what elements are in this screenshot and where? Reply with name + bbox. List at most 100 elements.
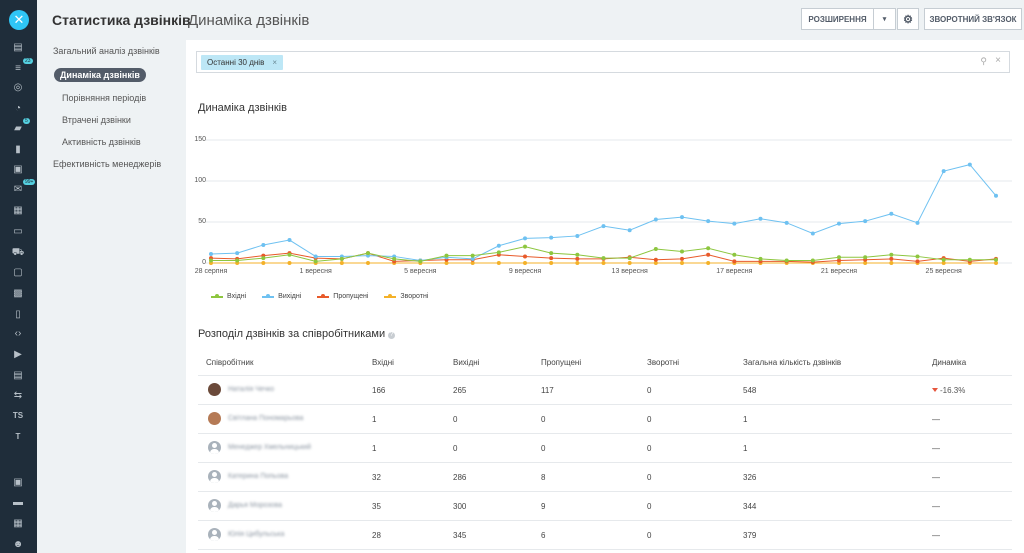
data-point[interactable] <box>470 256 475 261</box>
store-icon[interactable]: ▭ <box>13 226 23 237</box>
data-point[interactable] <box>549 251 554 256</box>
data-point[interactable] <box>706 219 711 224</box>
table-row[interactable]: Менеджер Хмельницький 1 0 0 0 1 — <box>198 434 1012 463</box>
data-point[interactable] <box>444 253 449 258</box>
data-point[interactable] <box>653 217 658 222</box>
data-point[interactable] <box>287 252 292 257</box>
data-point[interactable] <box>837 258 841 263</box>
data-point[interactable] <box>889 252 894 257</box>
data-point[interactable] <box>366 251 370 256</box>
data-point[interactable] <box>627 228 632 233</box>
avatar[interactable] <box>208 499 221 512</box>
avatar[interactable] <box>208 441 221 454</box>
data-point[interactable] <box>915 254 920 259</box>
sidebar-item-call-dynamics[interactable]: Динаміка дзвінків <box>54 68 146 82</box>
data-point[interactable] <box>523 254 527 259</box>
reports-icon[interactable]: ▮ <box>15 144 21 155</box>
th-incoming[interactable]: Вхідні <box>372 358 394 367</box>
extensions-button[interactable]: РОЗШИРЕННЯ <box>801 8 874 30</box>
ts-icon[interactable]: TS <box>11 410 25 422</box>
data-point[interactable] <box>967 257 972 262</box>
data-point[interactable] <box>575 256 580 261</box>
data-point[interactable] <box>732 252 737 257</box>
data-point[interactable] <box>549 261 554 265</box>
data-point[interactable] <box>287 261 292 265</box>
avatar[interactable] <box>208 470 221 483</box>
data-point[interactable] <box>732 259 737 264</box>
data-point[interactable] <box>653 261 658 265</box>
data-point[interactable] <box>863 255 868 260</box>
chip-close-icon[interactable]: × <box>272 58 277 67</box>
calendar-icon[interactable]: ◔ <box>14 103 22 114</box>
data-point[interactable] <box>418 259 423 264</box>
sites-icon[interactable]: ▢ <box>13 267 23 278</box>
apps-icon[interactable]: ▩ <box>13 288 23 299</box>
data-point[interactable] <box>601 224 606 229</box>
data-point[interactable] <box>470 253 475 258</box>
data-point[interactable] <box>235 251 240 256</box>
data-point[interactable] <box>994 257 998 262</box>
schedule-icon[interactable]: ▦ <box>13 518 23 529</box>
data-point[interactable] <box>627 261 632 265</box>
filter-chip[interactable]: Останні 30 днів × <box>201 55 283 70</box>
employee-name[interactable]: Менеджер Хмельницький <box>228 444 312 451</box>
data-point[interactable] <box>837 221 841 226</box>
data-point[interactable] <box>496 250 501 255</box>
avatar[interactable] <box>208 412 221 425</box>
employee-name[interactable]: Юлія Цибульська <box>228 531 285 538</box>
data-point[interactable] <box>575 261 580 265</box>
table-row[interactable]: Катерина Попьова 32 286 8 0 326 — <box>198 463 1012 492</box>
table-row[interactable]: Юлія Цибульська 28 345 6 0 379 — <box>198 521 1012 550</box>
data-point[interactable] <box>758 216 763 221</box>
data-point[interactable] <box>706 261 711 265</box>
tasks-icon[interactable]: ≡ 23 <box>15 58 33 74</box>
data-point[interactable] <box>235 258 240 263</box>
data-point[interactable] <box>941 257 946 262</box>
help-icon[interactable]: ? <box>388 332 396 339</box>
data-point[interactable] <box>261 261 266 265</box>
data-point[interactable] <box>549 256 554 261</box>
data-point[interactable] <box>523 261 527 265</box>
crm-icon[interactable]: ▦ <box>13 205 23 216</box>
data-point[interactable] <box>889 256 894 261</box>
video-icon[interactable]: ▶ <box>14 349 22 360</box>
employee-name[interactable]: Дарья Морозова <box>228 502 282 509</box>
data-point[interactable] <box>680 261 684 265</box>
data-point[interactable] <box>758 256 763 261</box>
data-point[interactable] <box>863 261 868 265</box>
legend-item[interactable]: Вихідні <box>262 293 301 300</box>
settings-button[interactable]: ⚙ <box>897 8 919 30</box>
data-point[interactable] <box>732 221 737 226</box>
sidebar-item-lost-calls[interactable]: Втрачені дзвінки <box>62 115 131 125</box>
data-point[interactable] <box>941 169 946 174</box>
feedback-button[interactable]: ЗВОРОТНИЙ ЗВ'ЯЗОК <box>924 8 1022 30</box>
table-row[interactable]: Дарья Морозова 35 300 9 0 344 — <box>198 492 1012 521</box>
mail-icon[interactable]: ✉ 99+ <box>13 179 36 195</box>
legend-item[interactable]: Зворотні <box>384 293 428 300</box>
sidebar-item-general-analysis[interactable]: Загальний аналіз дзвінків <box>53 46 160 56</box>
data-point[interactable] <box>366 261 370 265</box>
data-point[interactable] <box>261 242 266 247</box>
extensions-dropdown-button[interactable]: ▾ <box>873 8 896 30</box>
cart-icon[interactable]: ⛟ <box>11 247 25 258</box>
data-point[interactable] <box>837 255 841 260</box>
data-point[interactable] <box>470 261 475 265</box>
avatar[interactable] <box>208 528 221 541</box>
data-point[interactable] <box>915 220 920 225</box>
knowledge-icon[interactable]: ▯ <box>15 309 21 320</box>
data-point[interactable] <box>313 259 318 264</box>
data-point[interactable] <box>863 219 868 224</box>
employee-name[interactable]: Світлана Пономарьова <box>228 415 304 422</box>
sidebar-item-call-activity[interactable]: Активність дзвінків <box>62 137 141 147</box>
th-dynamics[interactable]: Динаміка <box>932 358 967 367</box>
data-point[interactable] <box>339 261 344 265</box>
data-point[interactable] <box>889 261 894 265</box>
data-point[interactable] <box>653 247 658 252</box>
data-point[interactable] <box>994 193 998 198</box>
data-point[interactable] <box>967 162 972 167</box>
data-point[interactable] <box>706 252 711 257</box>
data-point[interactable] <box>680 215 684 220</box>
data-point[interactable] <box>810 231 815 236</box>
data-point[interactable] <box>392 256 397 261</box>
employee-name[interactable]: Наталія Чечко <box>228 386 275 393</box>
